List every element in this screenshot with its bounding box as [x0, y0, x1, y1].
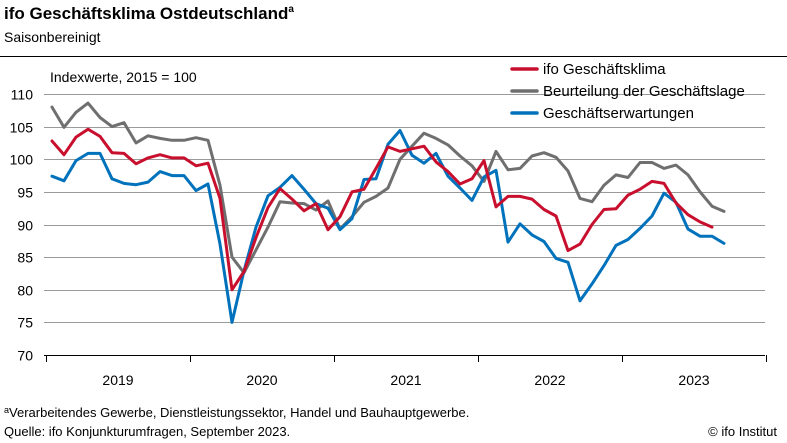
grid-lines — [44, 94, 765, 356]
y-tick-label-85: 85 — [17, 250, 33, 266]
y-tick-label-105: 105 — [10, 120, 34, 136]
legend-label-3: Geschäftserwartungen — [543, 105, 694, 122]
footnote-marker: a — [4, 405, 10, 415]
series-line-2 — [50, 101, 726, 275]
footnote-text: Verarbeitendes Gewerbe, Dienstleistungss… — [9, 405, 470, 420]
chart-title-text: ifo Geschäftsklima Ostdeutschland — [4, 4, 289, 23]
x-axis: 2019 2020 2021 2022 2023 — [46, 355, 767, 388]
x-tick-label-2020: 2020 — [246, 372, 277, 388]
x-tick-label-2023: 2023 — [678, 372, 709, 388]
legend-label-2: Beurteilung der Geschäftslage — [543, 83, 745, 100]
copyright-note: © ifo Institut — [708, 424, 777, 439]
x-tick-label-2019: 2019 — [102, 372, 133, 388]
y-axis-tick-labels: 70 75 80 85 90 95 100 105 110 — [10, 87, 34, 364]
y-tick-label-100: 100 — [10, 152, 34, 168]
source-note: Quelle: ifo Konjunkturumfragen, Septembe… — [4, 424, 291, 439]
title-footnote-marker: a — [288, 4, 294, 15]
chart-subtitle: Saisonbereinigt — [4, 29, 101, 45]
chart-legend: ifo Geschäftsklima Beurteilung der Geschä… — [510, 61, 745, 122]
y-tick-label-95: 95 — [17, 185, 33, 201]
x-tick-label-2022: 2022 — [534, 372, 565, 388]
series-line-3 — [50, 129, 726, 324]
chart-title: ifo Geschäftsklima Ostdeutschlanda — [4, 4, 294, 24]
chart-annotation: Indexwerte, 2015 = 100 — [50, 69, 197, 85]
series-line-1 — [50, 127, 714, 292]
footnote: aVerarbeitendes Gewerbe, Dienstleistungs… — [4, 405, 469, 420]
y-tick-label-75: 75 — [17, 315, 33, 331]
y-tick-label-110: 110 — [11, 87, 34, 103]
series-lines — [50, 101, 726, 324]
y-tick-label-90: 90 — [17, 218, 33, 234]
y-tick-label-70: 70 — [17, 348, 33, 364]
legend-label-1: ifo Geschäftsklima — [543, 61, 666, 78]
y-tick-label-80: 80 — [17, 283, 33, 299]
x-tick-label-2021: 2021 — [390, 372, 421, 388]
